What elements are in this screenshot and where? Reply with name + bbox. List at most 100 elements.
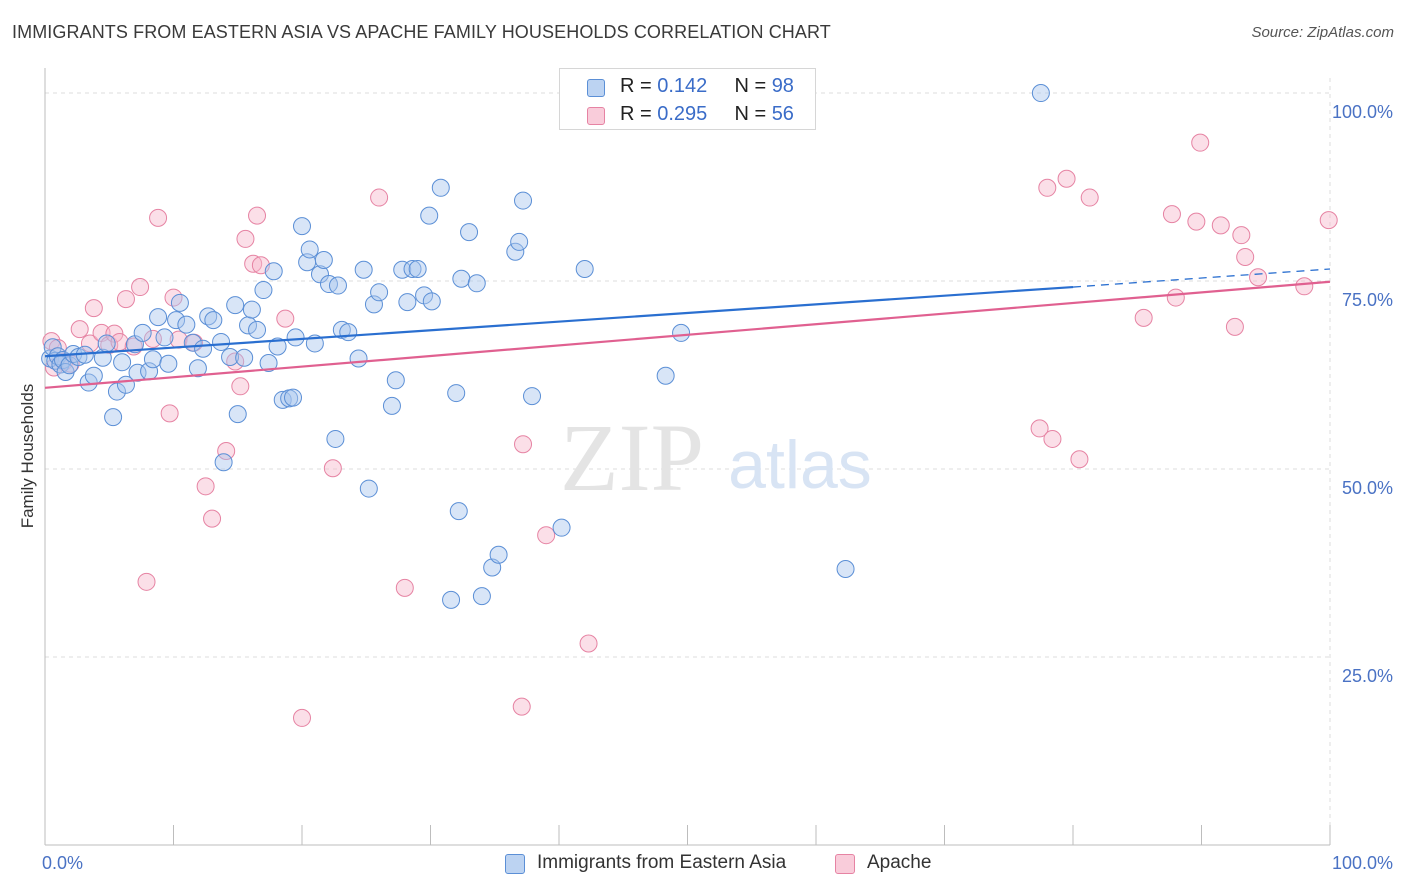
apache-point [395, 578, 414, 597]
apache-point [512, 697, 531, 716]
eastern-asia-point [159, 354, 178, 373]
legend-n-value: 56 [771, 103, 794, 125]
legend-r-label: R = [620, 103, 658, 125]
eastern-asia-point [248, 320, 267, 339]
apache-point [1030, 419, 1049, 438]
apache-point [137, 572, 156, 591]
axes [44, 68, 1331, 846]
eastern-asia-point [386, 371, 405, 390]
eastern-asia-point [510, 232, 529, 251]
apache-point [1211, 216, 1230, 235]
apache-point [244, 254, 263, 273]
apache-point [1134, 308, 1153, 327]
eastern-asia-point [489, 545, 508, 564]
apache-point [1232, 226, 1251, 245]
apache-point [1038, 178, 1057, 197]
apache-point [149, 208, 168, 227]
y-tick-label: 25.0% [1342, 666, 1393, 686]
source-credit: Source: ZipAtlas.com [1251, 24, 1394, 41]
eastern-asia-point [364, 295, 383, 314]
apache-point [196, 477, 215, 496]
apache-point [1295, 277, 1314, 296]
eastern-asia-point [228, 405, 247, 424]
apache-point [1191, 133, 1210, 152]
apache-point [1166, 288, 1185, 307]
eastern-asia-trend-line [44, 285, 1074, 358]
eastern-asia-point [286, 328, 305, 347]
apache-point [323, 459, 342, 478]
apache-point [160, 404, 179, 423]
apache-trend-line [44, 280, 1331, 389]
eastern-asia-point [149, 308, 168, 327]
eastern-asia-point [442, 590, 461, 609]
x-tick-labels: 0.0% 100.0% [42, 853, 1393, 873]
legend-n-label: N = [734, 103, 772, 125]
eastern-asia-point [143, 350, 162, 369]
eastern-asia-point [113, 353, 132, 372]
legend-r-label: R = [620, 75, 658, 97]
legend-r-value: 0.142 [657, 75, 708, 97]
eastern-asia-point [449, 502, 468, 521]
eastern-asia-point [467, 274, 486, 293]
eastern-asia-point [310, 265, 329, 284]
eastern-asia-point [214, 453, 233, 472]
eastern-asia-point [382, 396, 401, 415]
legend-swatch-blue [587, 79, 605, 97]
eastern-asia-point [393, 260, 412, 279]
y-tick-labels: 25.0% 50.0% 75.0% 100.0% [1332, 102, 1393, 686]
series-apache-points [42, 133, 1338, 727]
apache-point [84, 299, 103, 318]
eastern-asia-point [254, 281, 273, 300]
eastern-asia-point [1031, 84, 1050, 103]
watermark-zip: ZIP [560, 404, 704, 511]
apache-point [236, 229, 255, 248]
eastern-asia-point [328, 276, 347, 295]
eastern-asia-point [420, 206, 439, 225]
apache-point [70, 320, 89, 339]
eastern-asia-point [452, 269, 471, 288]
y-tick-label: 50.0% [1342, 478, 1393, 498]
legend-swatch-pink [587, 107, 605, 125]
eastern-asia-point [326, 429, 345, 448]
eastern-asia-point [221, 347, 240, 366]
apache-point [1225, 317, 1244, 336]
eastern-asia-point [523, 387, 542, 406]
eastern-asia-point [472, 587, 491, 606]
eastern-asia-point [431, 178, 450, 197]
apache-point [293, 708, 311, 727]
eastern-asia-point [167, 311, 186, 330]
eastern-asia-point [349, 349, 368, 368]
eastern-asia-point [422, 292, 441, 311]
apache-point [1236, 247, 1255, 266]
legend-n-label: N = [734, 75, 772, 97]
apache-point [143, 329, 162, 348]
apache-point [248, 206, 267, 225]
eastern-asia-point [460, 223, 479, 242]
apache-point [276, 309, 295, 328]
legend-n-value: 98 [771, 75, 794, 97]
y-tick-label: 100.0% [1332, 102, 1393, 122]
eastern-asia-point [188, 359, 207, 378]
eastern-asia-point [212, 332, 231, 351]
eastern-asia-point [97, 334, 116, 353]
legend-r-value: 0.295 [657, 103, 708, 125]
chart-title: IMMIGRANTS FROM EASTERN ASIA VS APACHE F… [12, 22, 831, 42]
eastern-asia-point [314, 250, 333, 269]
eastern-asia-point [264, 262, 283, 281]
eastern-asia-point [226, 296, 245, 315]
watermark-atlas: atlas [728, 427, 872, 503]
eastern-asia-point [177, 315, 196, 334]
eastern-asia-point [408, 259, 427, 278]
eastern-asia-point [552, 518, 571, 537]
eastern-asia-point [339, 323, 358, 342]
eastern-asia-point [354, 260, 373, 279]
apache-point [1249, 268, 1268, 287]
eastern-asia-point [194, 339, 213, 358]
eastern-asia-point [84, 366, 103, 385]
eastern-asia-point [506, 242, 525, 261]
x-tick-label: 0.0% [42, 853, 83, 873]
eastern-asia-point [359, 479, 378, 498]
eastern-asia-point [259, 353, 278, 372]
eastern-asia-point [104, 408, 123, 427]
